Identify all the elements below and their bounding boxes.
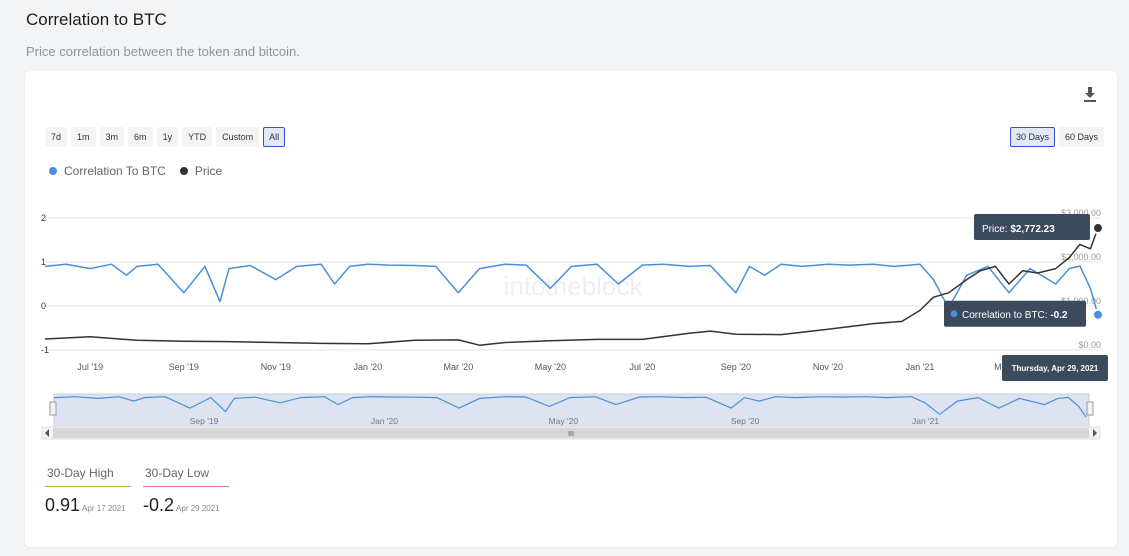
range-btn-7d[interactable]: 7d (45, 127, 68, 147)
navigator-tick-label: Sep '19 (190, 416, 219, 426)
range-btn-all[interactable]: All (263, 127, 286, 147)
correlation-tooltip-label: Correlation to BTC: (962, 310, 1050, 321)
scrollbar-thumb[interactable] (53, 428, 1089, 438)
correlation-tooltip-box (943, 300, 1086, 327)
window-btn-60-days[interactable]: 60 Days (1058, 127, 1104, 147)
stat-high-label: 30-Day High (47, 466, 114, 480)
navigator-handle-left[interactable] (49, 401, 57, 416)
stat-low-value-row: -0.2 Apr 29 2021 (143, 495, 229, 516)
range-selector: 7d 1m 3m 6m 1y YTD Custom All (45, 127, 286, 147)
range-btn-3m[interactable]: 3m (99, 127, 125, 147)
x-tick-label: Jan '21 (906, 362, 935, 372)
navigator-series-line (53, 396, 1087, 418)
range-btn-1m[interactable]: 1m (71, 127, 96, 147)
correlation-tooltip-dot (950, 310, 958, 318)
download-icon[interactable] (1081, 85, 1099, 103)
price-tooltip-box (973, 214, 1090, 241)
stat-high-value-row: 0.91 Apr 17 2021 (45, 495, 131, 516)
chart-legend: Correlation To BTC Price (49, 164, 222, 178)
download-icon-glyph (1084, 87, 1096, 102)
scroll-right-arrow-icon[interactable] (1093, 429, 1097, 437)
date-tooltip-box (1001, 355, 1108, 381)
price-line (44, 227, 1099, 346)
page-subtitle: Price correlation between the token and … (26, 44, 300, 59)
scroll-left-arrow-icon[interactable] (45, 429, 49, 437)
watermark-text: intotheblock (504, 271, 644, 301)
stat-high-date: Apr 17 2021 (82, 504, 126, 513)
range-btn-1y[interactable]: 1y (156, 127, 179, 147)
correlation-tooltip-value: -0.2 (1050, 310, 1068, 321)
price-hover-point[interactable] (1091, 222, 1104, 235)
x-tick-label: Nov '19 (261, 362, 291, 372)
correlation-chart: 210-1$3,000.00$2,000.00$1,000.00$0.00Jul… (41, 208, 1108, 440)
navigator-handle-right[interactable] (1086, 401, 1094, 416)
x-tick-label: Jul '20 (630, 362, 656, 372)
x-tick-label: Mar '20 (443, 362, 473, 372)
y-left-tick-label: 1 (41, 257, 46, 267)
scrollbar-grip: III (568, 431, 574, 438)
legend-dot-correlation (49, 167, 57, 175)
correlation-tooltip-text: Correlation to BTC: -0.2 (962, 310, 1068, 321)
window-btn-30-days[interactable]: 30 Days (1009, 127, 1055, 147)
chart-card: 7d 1m 3m 6m 1y YTD Custom All 30 Days 60… (25, 71, 1117, 547)
correlation-hover-point[interactable] (1091, 308, 1104, 321)
legend-item-correlation[interactable]: Correlation To BTC (49, 164, 166, 178)
navigator-tick-label: May '20 (549, 416, 579, 426)
range-btn-custom[interactable]: Custom (216, 127, 260, 147)
price-tooltip-text: Price: $2,772.23 (982, 224, 1055, 235)
stat-30-day-low: 30-Day Low -0.2 Apr 29 2021 (143, 466, 229, 516)
stat-high-value: 0.91 (45, 495, 81, 515)
date-tooltip-text: Thursday, Apr 29, 2021 (1012, 364, 1099, 373)
navigator-tick-label: Sep '20 (731, 416, 760, 426)
x-tick-label: May '20 (535, 362, 566, 372)
y-left-tick-label: 2 (41, 213, 46, 223)
legend-item-price[interactable]: Price (179, 164, 223, 178)
legend-label-correlation: Correlation To BTC (64, 164, 166, 178)
stat-30-day-high: 30-Day High 0.91 Apr 17 2021 (45, 466, 131, 516)
navigator-tick-label: Jan '21 (912, 416, 939, 426)
y-left-tick-label: 0 (41, 301, 46, 311)
x-tick-label: Nov '20 (813, 362, 843, 372)
x-tick-label: Sep '20 (721, 362, 751, 372)
price-tooltip-label: Price: (982, 224, 1010, 235)
legend-label-price: Price (194, 164, 223, 178)
y-right-tick-label: $2,000.00 (1061, 252, 1101, 262)
stat-low-date: Apr 29 2021 (176, 504, 220, 513)
stat-low-value: -0.2 (143, 495, 175, 515)
page-title: Correlation to BTC (26, 10, 167, 29)
y-right-tick-label: $0.00 (1078, 340, 1101, 350)
stat-low-underline (143, 486, 229, 487)
window-selector: 30 Days 60 Days (1009, 127, 1104, 147)
legend-dot-price (179, 167, 188, 175)
stat-high-underline (45, 486, 131, 487)
y-right-tick-label: $3,000.00 (1061, 208, 1101, 218)
navigator-tick-label: Jan '20 (371, 416, 398, 426)
x-tick-label: Jan '20 (353, 362, 382, 372)
price-tooltip-value: $2,772.23 (1010, 224, 1055, 235)
x-tick-label: Jul '19 (77, 362, 103, 372)
range-btn-ytd[interactable]: YTD (182, 127, 213, 147)
range-btn-6m[interactable]: 6m (128, 127, 153, 147)
x-tick-label: Sep '19 (169, 362, 199, 372)
stats-panel: 30-Day High 0.91 Apr 17 2021 30-Day Low -… (45, 466, 229, 516)
stat-low-label: 30-Day Low (145, 466, 210, 480)
y-left-tick-label: -1 (41, 345, 49, 355)
